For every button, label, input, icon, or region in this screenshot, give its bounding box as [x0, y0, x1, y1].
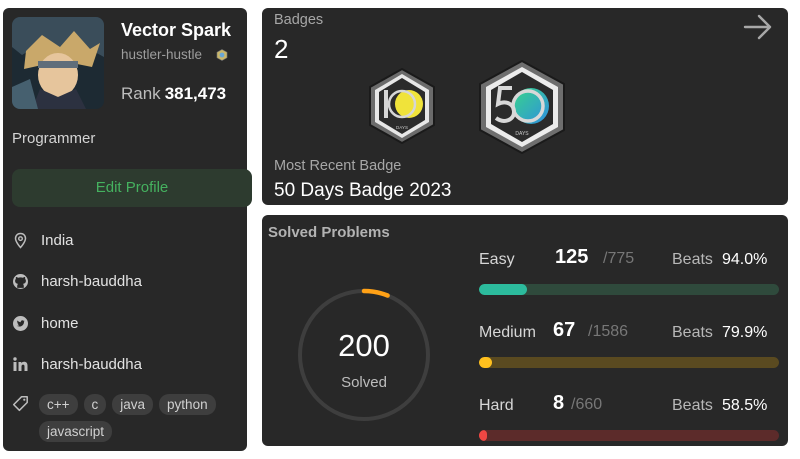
beats-label: Beats — [672, 397, 713, 414]
solved-progress-arc — [297, 288, 431, 422]
solved-problems-title: Solved Problems — [268, 224, 390, 241]
profile-card: Vector Spark hustler-hustle Rank 381,473 … — [3, 8, 252, 451]
rank: Rank 381,473 — [121, 84, 226, 104]
linkedin-icon — [13, 356, 28, 371]
solved-progress-ring — [297, 288, 431, 422]
most-recent-badge-label: Most Recent Badge — [274, 158, 402, 174]
skills-list: c++ c java python javascript — [39, 394, 249, 442]
location-pin-icon — [14, 232, 27, 249]
avatar[interactable] — [12, 17, 104, 109]
difficulty-progress-track — [479, 284, 779, 295]
difficulty-total: /660 — [571, 396, 603, 413]
tag-icon — [12, 395, 29, 412]
github-row[interactable]: harsh-bauddha — [12, 270, 142, 292]
rank-label: Rank — [121, 84, 161, 103]
linkedin-link[interactable]: harsh-bauddha — [41, 355, 142, 373]
solved-total: 200 — [338, 328, 390, 363]
difficulty-total: /1586 — [588, 323, 629, 340]
github-icon — [13, 273, 28, 289]
beats-label: Beats — [672, 251, 713, 268]
skill-tag[interactable]: python — [159, 394, 216, 415]
beats-value: 58.5% — [722, 397, 768, 414]
difficulty-name: Easy — [479, 251, 515, 268]
skill-tag[interactable]: javascript — [39, 421, 113, 442]
badges-count: 2 — [274, 34, 289, 64]
difficulty-hard: Hard 8 /660 Beats 58.5% — [479, 388, 779, 448]
twitter-link[interactable]: home — [41, 314, 79, 332]
skill-tag[interactable]: c — [83, 394, 107, 415]
hexagon-badge-icon — [216, 48, 228, 61]
location-text: India — [41, 231, 74, 249]
difficulty-easy: Easy 125 /775 Beats 94.0% — [479, 242, 779, 302]
solved-label: Solved — [341, 374, 387, 391]
difficulty-progress-track — [479, 430, 779, 441]
twitter-icon — [13, 315, 28, 331]
difficulty-progress-fill — [479, 430, 487, 441]
difficulty-name: Hard — [479, 397, 514, 414]
display-name: Vector Spark — [121, 20, 232, 40]
username: hustler-hustle — [121, 47, 203, 62]
difficulty-progress-fill — [479, 357, 492, 368]
edit-profile-button[interactable]: Edit Profile — [12, 169, 252, 207]
twitter-row[interactable]: home — [12, 312, 79, 334]
badges-card: Badges 2 DAYS — [262, 8, 788, 205]
badges-label: Badges — [274, 12, 324, 28]
difficulty-medium: Medium 67 /1586 Beats 79.9% — [479, 315, 779, 375]
arrow-right-icon[interactable] — [742, 14, 774, 40]
beats-label: Beats — [672, 324, 713, 341]
badge-100-caption: DAYS — [396, 125, 408, 130]
beats-value: 79.9% — [722, 324, 768, 341]
beats-value: 94.0% — [722, 251, 768, 268]
most-recent-badge-name: 50 Days Badge 2023 — [274, 180, 452, 201]
difficulty-progress-track — [479, 357, 779, 368]
skill-tag[interactable]: c++ — [39, 394, 78, 415]
difficulty-solved: 125 — [555, 246, 589, 268]
github-link[interactable]: harsh-bauddha — [41, 272, 142, 290]
occupation: Programmer — [12, 130, 96, 147]
badge-100-days[interactable]: DAYS — [366, 66, 438, 146]
difficulty-name: Medium — [479, 324, 536, 341]
difficulty-solved: 8 — [553, 392, 565, 414]
difficulty-total: /775 — [603, 250, 635, 267]
skill-tag[interactable]: java — [112, 394, 154, 415]
solved-problems-card: Solved Problems 200 Solved Easy 125 /775… — [262, 215, 788, 446]
linkedin-row[interactable]: harsh-bauddha — [12, 353, 142, 375]
difficulty-progress-fill — [479, 284, 528, 295]
badge-50-days[interactable]: DAYS — [476, 58, 568, 156]
location-row: India — [12, 229, 74, 251]
badge-50-caption: DAYS — [515, 131, 529, 137]
rank-value: 381,473 — [164, 84, 227, 103]
difficulty-solved: 67 — [553, 319, 576, 341]
